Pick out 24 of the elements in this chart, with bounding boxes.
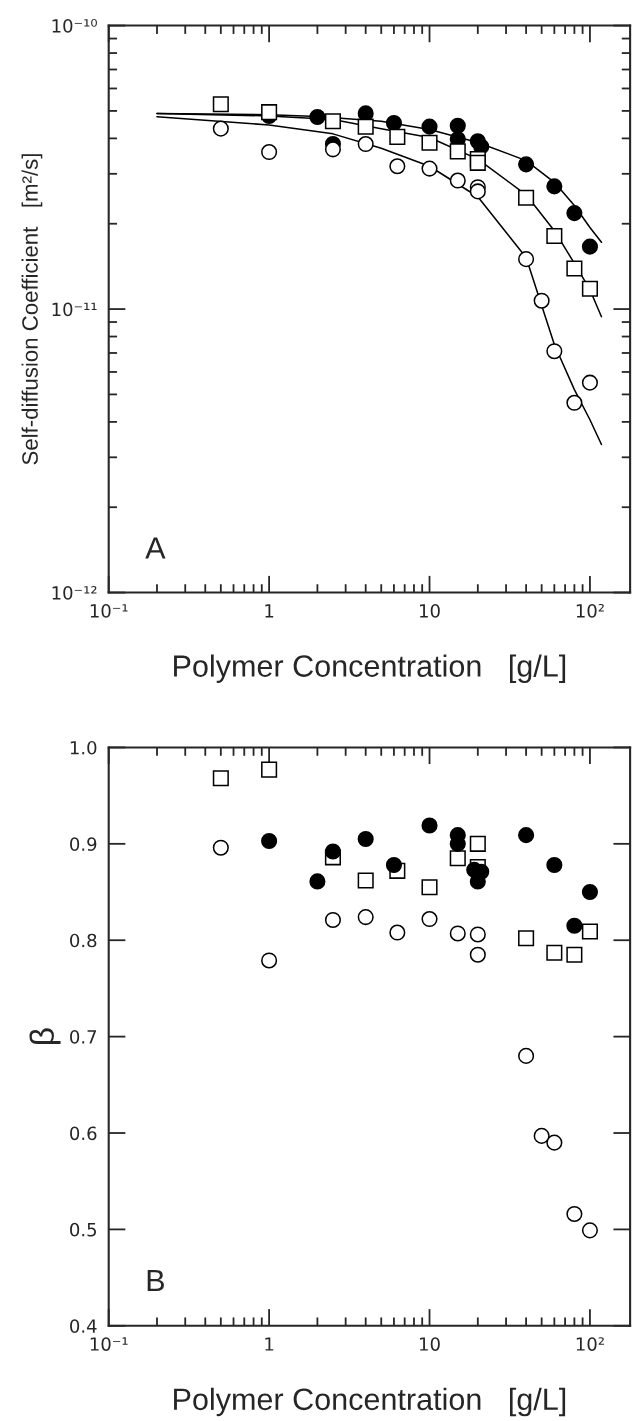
y-tick-label: 0.9 bbox=[70, 837, 97, 851]
x-tick-label: 10 bbox=[420, 603, 440, 618]
y-tick-label: 0.5 bbox=[70, 1222, 97, 1237]
x-tick-label: 1 bbox=[265, 604, 274, 618]
y-axis-title: Self-diffusion Coefficient [m²/s] bbox=[21, 154, 43, 465]
y-tick-label: 0.7 bbox=[70, 1030, 97, 1044]
x-tick-label: 10² bbox=[576, 1337, 604, 1351]
x-tick-label: 10² bbox=[576, 603, 604, 618]
y-tick-label: 1.0 bbox=[70, 740, 97, 755]
annotation: B bbox=[147, 1270, 164, 1292]
x-axis-title: Polymer Concentration [g/L] bbox=[174, 654, 566, 683]
y-tick-label: 10⁻¹⁰ bbox=[52, 19, 97, 33]
x-tick-label: 10⁻¹ bbox=[90, 603, 128, 618]
y-tick-label: 10⁻¹¹ bbox=[52, 302, 97, 317]
annotation: A bbox=[145, 537, 166, 559]
x-tick-label: 10 bbox=[420, 1337, 440, 1351]
y-tick-label: 0.8 bbox=[70, 933, 97, 948]
y-axis-title: β bbox=[29, 1028, 61, 1044]
x-tick-label: 10⁻¹ bbox=[90, 1337, 128, 1351]
y-tick-label: 10⁻¹² bbox=[52, 586, 97, 600]
y-tick-label: 0.4 bbox=[70, 1319, 97, 1333]
x-tick-label: 1 bbox=[265, 1337, 274, 1351]
x-axis-title: Polymer Concentration [g/L] bbox=[174, 1387, 566, 1417]
y-tick-label: 0.6 bbox=[70, 1126, 97, 1141]
